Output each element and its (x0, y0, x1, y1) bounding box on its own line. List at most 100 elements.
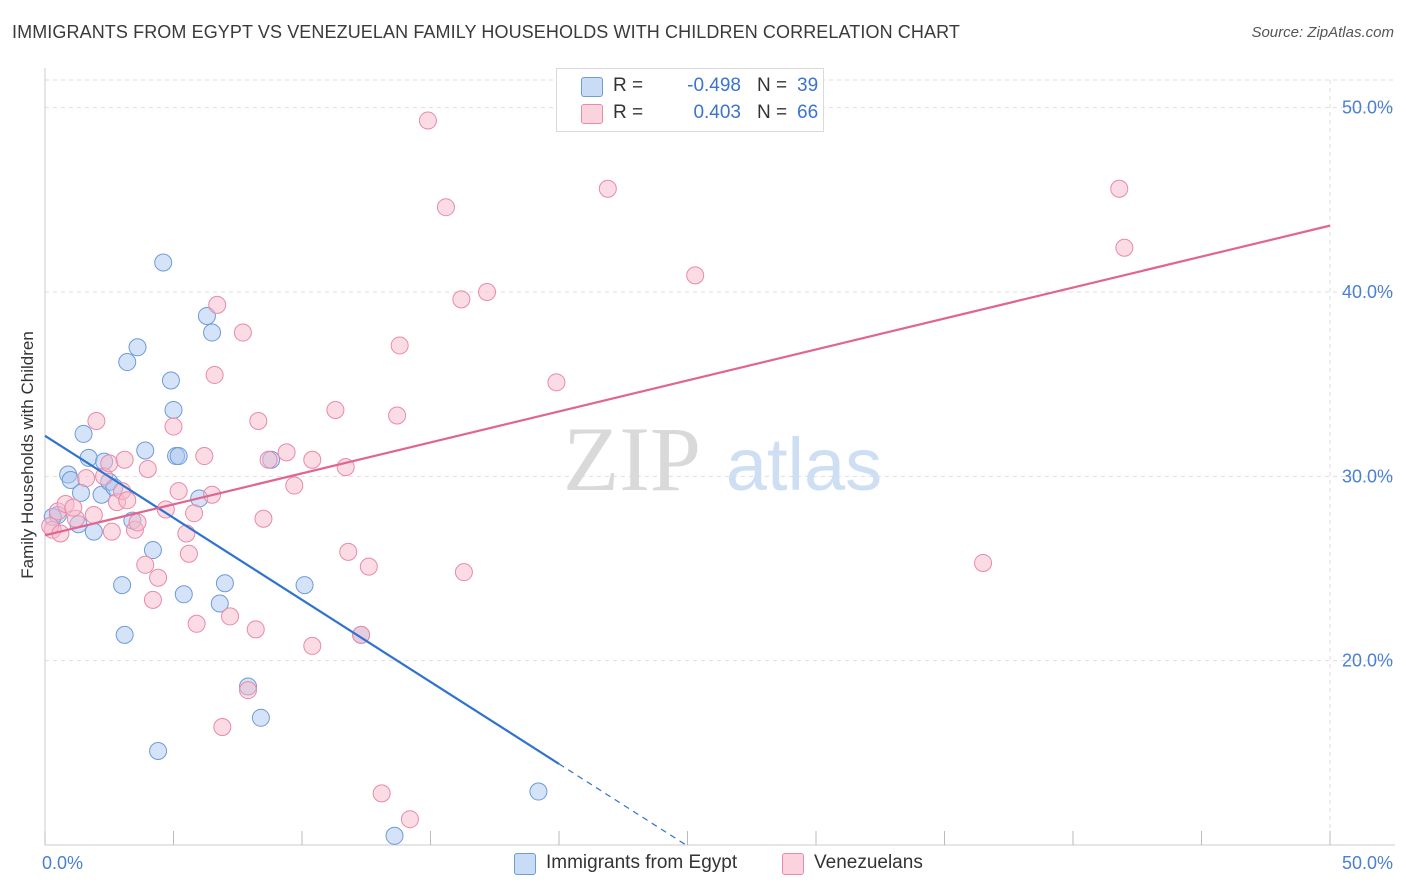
data-point (454, 563, 473, 582)
y-axis-label: Family Households with Children (18, 331, 37, 579)
data-point (143, 590, 162, 609)
data-point (113, 576, 132, 595)
trend-line-venezuelans (44, 224, 1331, 537)
watermark-atlas: atlas (726, 423, 882, 506)
legend-n-label: N = (757, 75, 788, 96)
legend-n-value: 66 (797, 102, 819, 123)
data-point (177, 524, 196, 543)
data-point (100, 454, 119, 473)
data-point (249, 412, 268, 431)
data-point (213, 718, 232, 737)
data-point (277, 443, 296, 462)
trend-line-egypt (44, 434, 560, 765)
data-point (326, 400, 345, 419)
data-point (115, 625, 134, 644)
data-point (210, 594, 229, 613)
data-point (239, 681, 258, 700)
bottom-legend-swatch-venezuelans (782, 853, 804, 875)
data-point (452, 290, 471, 309)
chart-title: IMMIGRANTS FROM EGYPT VS VENEZUELAN FAMI… (12, 22, 960, 42)
data-point (251, 708, 270, 727)
x-tick-label: 0.0% (42, 853, 83, 873)
data-point (169, 447, 188, 466)
legend-r-value: -0.498 (687, 75, 741, 96)
data-point (303, 636, 322, 655)
data-point (1110, 179, 1129, 198)
data-point (64, 498, 83, 517)
data-point (185, 504, 204, 523)
legend-r-label: R = (613, 102, 644, 123)
tick-labels: 20.0% 30.0% 40.0% 50.0% 0.0% 50.0% (42, 98, 1393, 873)
data-point (169, 482, 188, 501)
data-point (259, 450, 278, 469)
legend-swatch-egypt (581, 77, 603, 97)
data-point (215, 574, 234, 593)
data-point (285, 476, 304, 495)
legend-r-label: R = (613, 75, 644, 96)
data-point (372, 784, 391, 803)
data-point (598, 179, 617, 198)
data-point (418, 111, 437, 130)
data-point (385, 826, 404, 845)
data-point (136, 441, 155, 460)
data-point (303, 450, 322, 469)
data-point (118, 353, 137, 372)
data-point (208, 295, 227, 314)
grid-lines (45, 79, 1395, 845)
data-point (87, 412, 106, 431)
data-point (136, 555, 155, 574)
data-point (118, 491, 137, 510)
data-point (149, 741, 168, 760)
data-point (187, 614, 206, 633)
data-point (436, 198, 455, 217)
data-point (529, 782, 548, 801)
data-point (388, 406, 407, 425)
data-point (164, 417, 183, 436)
stats-legend: R = -0.498 N = 39 R = 0.403 N = 66 (556, 68, 824, 132)
data-point (478, 282, 497, 301)
trend-line-extension (558, 763, 688, 847)
data-point (400, 810, 419, 829)
watermark: ZIP atlas (563, 408, 882, 510)
legend-swatch-venezuelans (581, 104, 603, 124)
data-point (1115, 238, 1134, 257)
data-point (295, 576, 314, 595)
data-point (164, 400, 183, 419)
data-point (221, 607, 240, 626)
data-point (203, 323, 222, 342)
data-point (128, 513, 147, 532)
data-point (339, 542, 358, 561)
data-point (143, 541, 162, 560)
data-point (359, 557, 378, 576)
axes (44, 68, 1395, 846)
data-point (246, 620, 265, 639)
data-point (102, 522, 121, 541)
data-point (179, 544, 198, 563)
legend-n-value: 39 (797, 75, 819, 96)
source-credit: Source: ZipAtlas.com (1251, 24, 1394, 41)
legend-n-label: N = (757, 102, 788, 123)
data-point (233, 323, 252, 342)
data-point (154, 253, 173, 272)
data-point (138, 459, 157, 478)
data-point (974, 553, 993, 572)
data-point (195, 447, 214, 466)
y-tick-label: 40.0% (1342, 282, 1393, 302)
series-egypt (43, 253, 548, 845)
data-point (161, 371, 180, 390)
data-point (205, 365, 224, 384)
bottom-legend-label-venezuelans: Venezuelans (814, 852, 923, 873)
data-point (115, 450, 134, 469)
data-point (254, 509, 273, 528)
data-point (128, 338, 147, 357)
bottom-legend-label-egypt: Immigrants from Egypt (546, 852, 738, 873)
y-tick-label: 50.0% (1342, 98, 1393, 118)
y-tick-label: 20.0% (1342, 651, 1393, 671)
data-point (74, 424, 93, 443)
data-point (686, 266, 705, 285)
data-point (390, 336, 409, 355)
data-point (174, 585, 193, 604)
data-point (77, 469, 96, 488)
watermark-zip: ZIP (563, 408, 701, 510)
